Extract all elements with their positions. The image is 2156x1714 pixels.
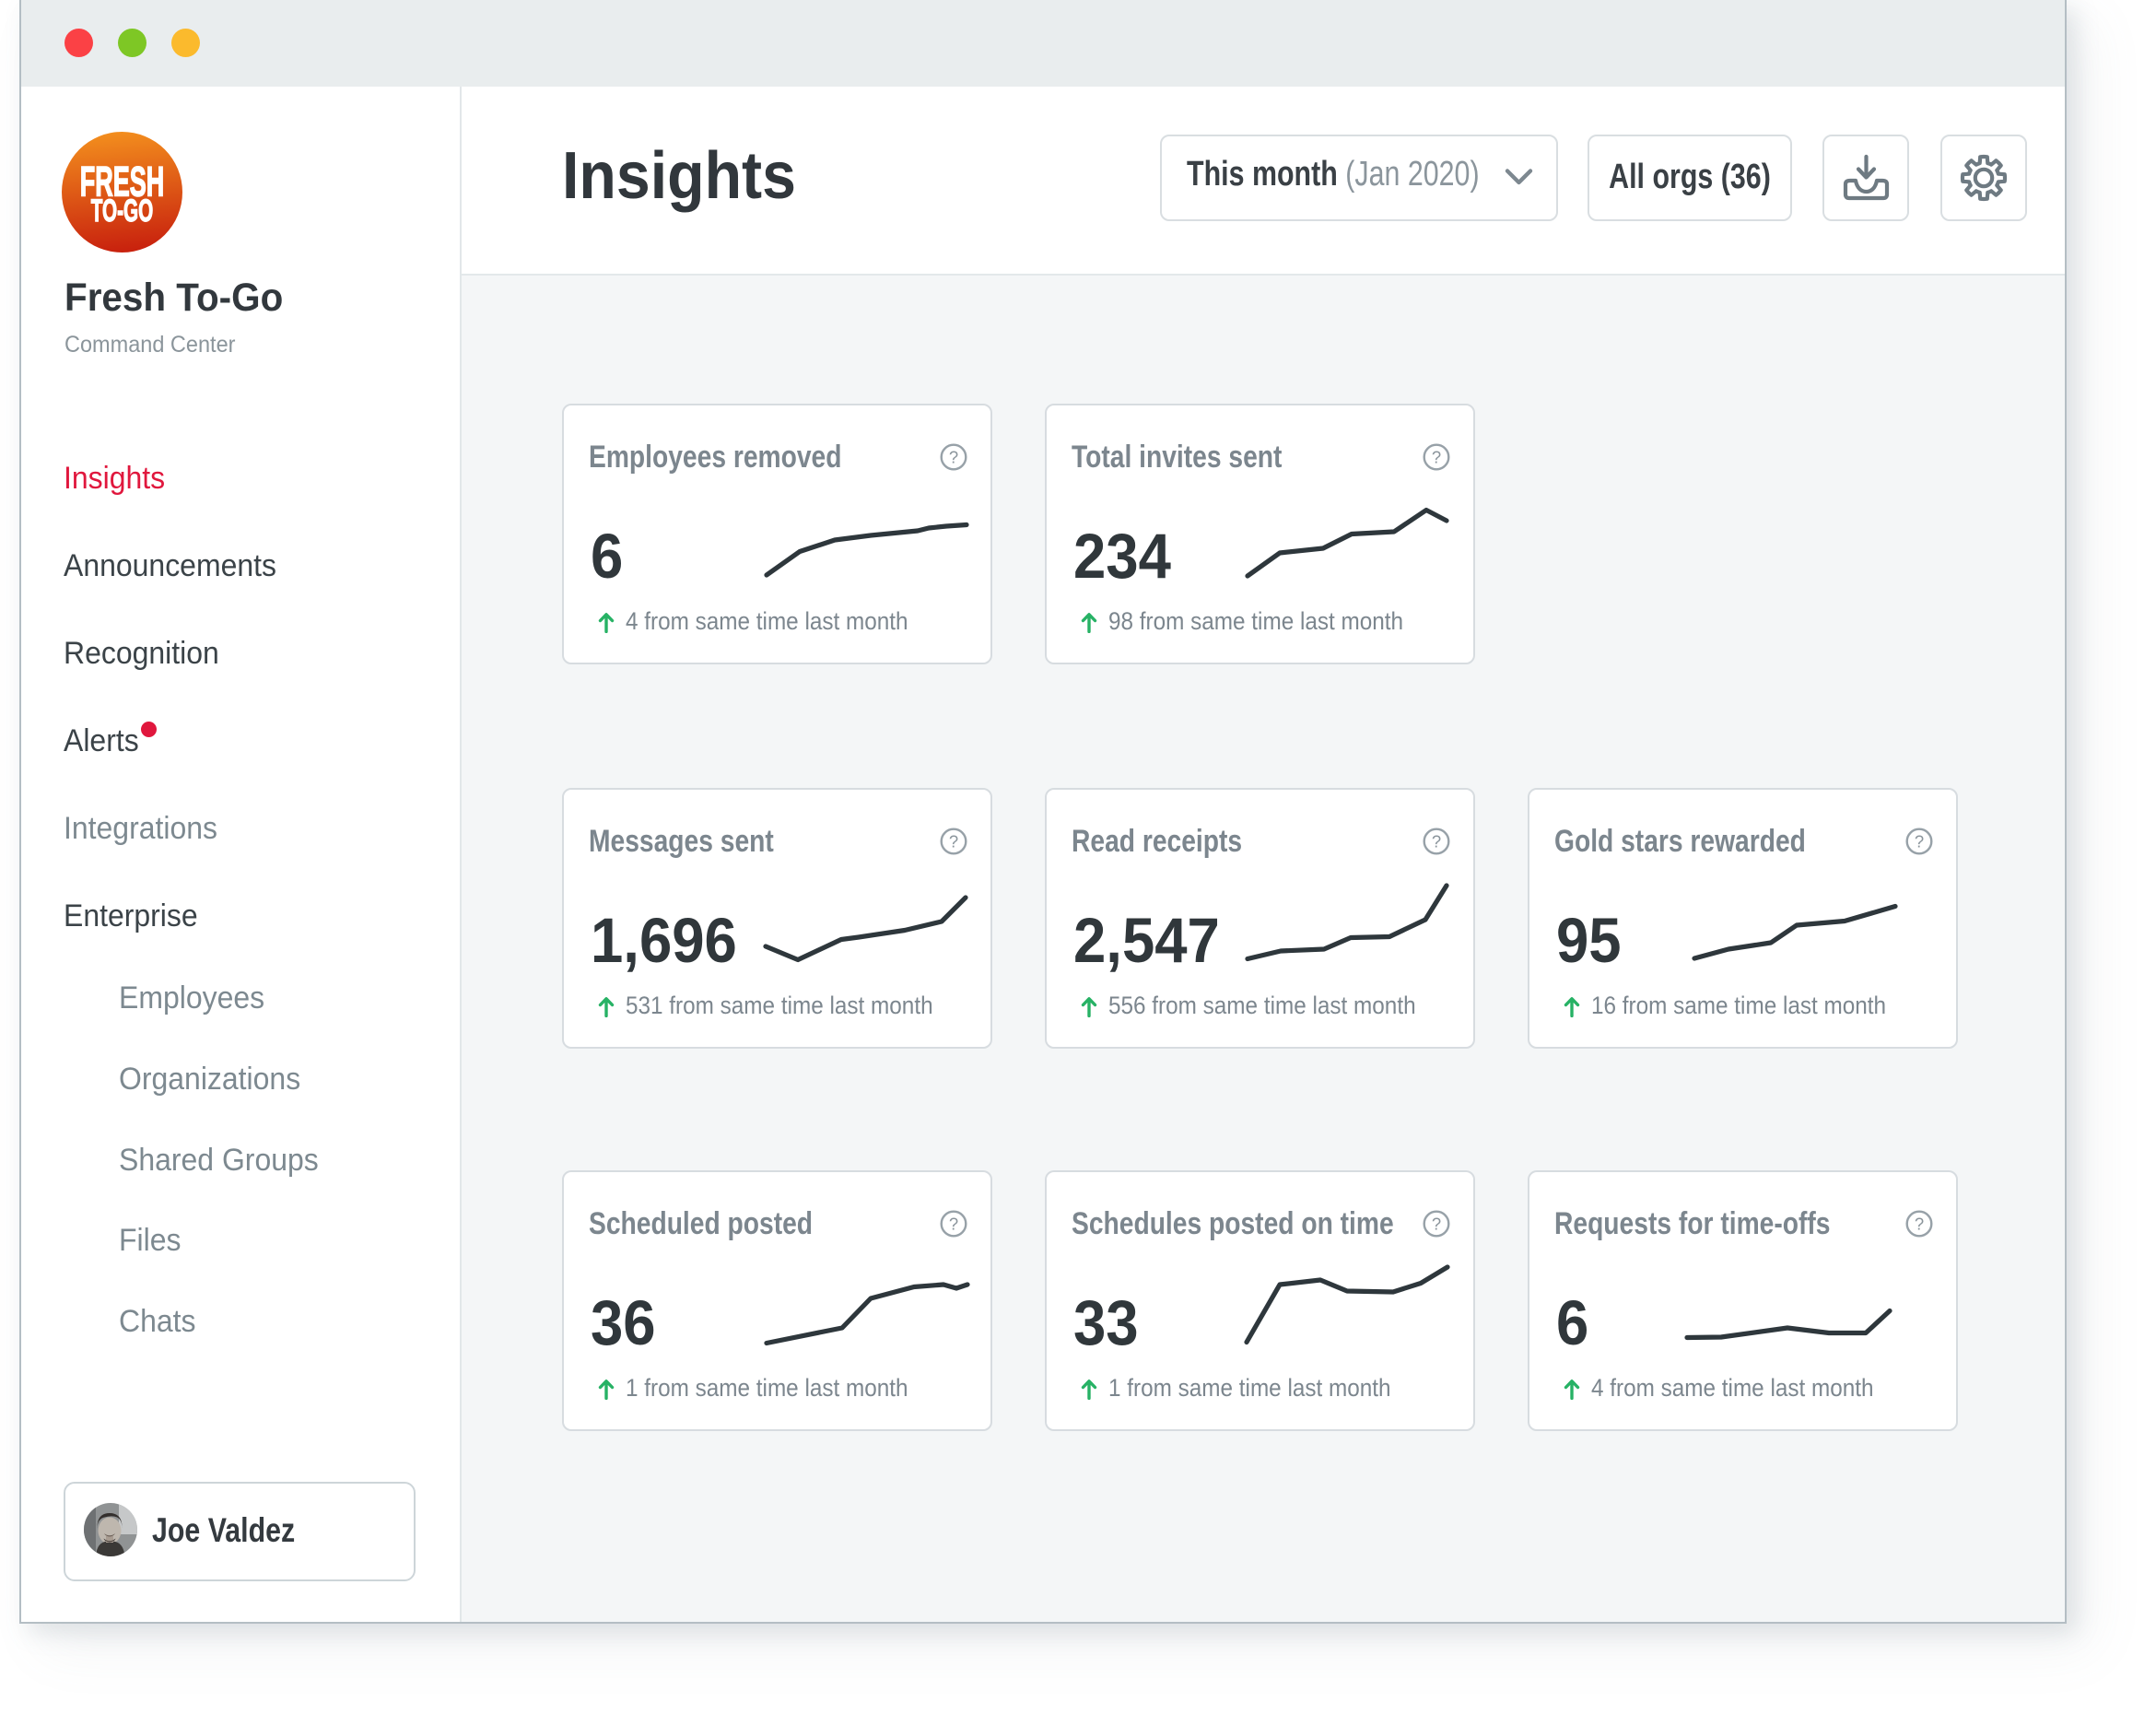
svg-text:?: ?	[949, 1215, 958, 1234]
svg-text:FRESH: FRESH	[80, 158, 164, 205]
svg-text:?: ?	[1915, 1215, 1924, 1234]
svg-text:?: ?	[949, 832, 958, 851]
svg-text:?: ?	[1432, 448, 1441, 467]
svg-text:?: ?	[949, 448, 958, 467]
svg-text:TO-GO: TO-GO	[91, 194, 153, 229]
svg-text:?: ?	[1432, 832, 1441, 851]
svg-text:?: ?	[1432, 1215, 1441, 1234]
svg-text:?: ?	[1915, 832, 1924, 851]
